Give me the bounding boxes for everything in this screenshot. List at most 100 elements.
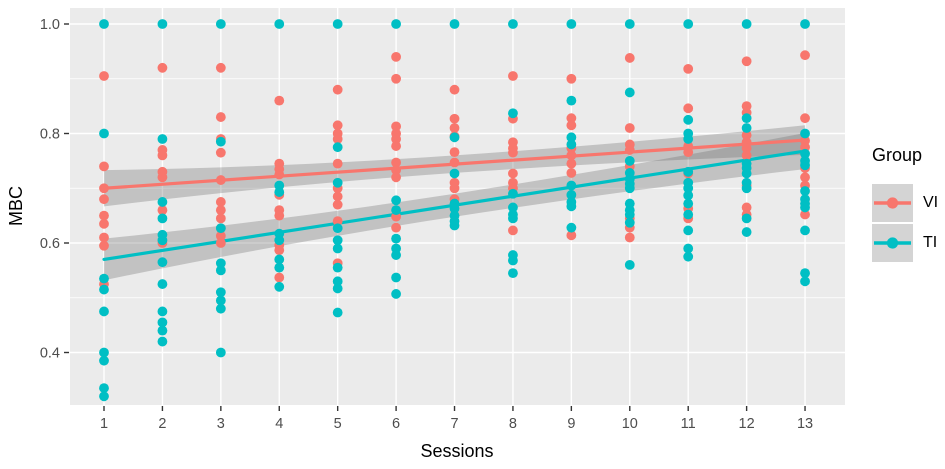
- data-point-ti: [391, 250, 401, 260]
- x-axis-title: Sessions: [420, 441, 493, 461]
- data-point-vi: [99, 232, 109, 243]
- y-tick-label: 0.8: [40, 127, 60, 143]
- data-point-vi: [508, 225, 518, 236]
- data-point-ti: [508, 108, 518, 119]
- data-point-ti: [624, 155, 635, 166]
- data-point-ti: [566, 139, 577, 150]
- data-point-vi: [800, 50, 810, 61]
- x-tick-label: 6: [392, 416, 400, 432]
- data-point-vi: [215, 238, 226, 248]
- data-point-ti: [741, 168, 752, 179]
- data-point-ti: [157, 197, 168, 207]
- data-point-vi: [157, 205, 168, 216]
- data-point-vi: [741, 56, 752, 67]
- data-point-ti: [391, 272, 401, 283]
- x-tick-label: 10: [622, 416, 638, 432]
- data-point-vi: [624, 232, 635, 243]
- x-tick-label: 11: [681, 416, 696, 432]
- data-point-ti: [683, 134, 694, 144]
- data-points: [99, 19, 810, 402]
- data-point-ti: [157, 213, 168, 224]
- legend-entry-ti: TI: [872, 224, 938, 262]
- x-tick-label: 5: [334, 416, 342, 432]
- data-point-ti: [274, 254, 285, 265]
- data-point-ti: [215, 295, 226, 306]
- data-point-vi: [391, 157, 401, 168]
- data-point-ti: [800, 148, 810, 159]
- data-point-vi: [449, 113, 460, 124]
- data-point-ti: [741, 227, 752, 237]
- data-point-vi: [215, 62, 226, 73]
- data-point-ti: [800, 225, 810, 236]
- data-point-ti: [391, 289, 401, 299]
- data-point-ti: [332, 307, 343, 318]
- data-point-vi: [274, 210, 285, 221]
- data-point-ti: [800, 276, 810, 287]
- legend: Group VI TI: [872, 145, 938, 264]
- data-point-ti: [391, 195, 401, 206]
- data-point-ti: [624, 19, 635, 29]
- data-point-ti: [215, 265, 226, 276]
- legend-entry-vi: VI: [872, 184, 938, 222]
- data-point-vi: [157, 150, 168, 161]
- data-point-vi: [683, 103, 694, 114]
- data-point-ti: [566, 222, 577, 233]
- data-point-vi: [741, 130, 752, 141]
- x-tick-label: 7: [450, 416, 458, 432]
- data-point-ti: [274, 281, 285, 292]
- data-point-vi: [391, 51, 401, 62]
- data-point-vi: [391, 73, 401, 84]
- x-tick-label: 1: [100, 416, 108, 432]
- data-point-ti: [449, 132, 460, 143]
- data-point-vi: [508, 71, 518, 81]
- data-point-vi: [99, 183, 109, 194]
- data-point-ti: [215, 258, 226, 269]
- data-point-ti: [800, 19, 810, 29]
- data-point-ti: [624, 209, 635, 220]
- data-point-ti: [332, 276, 343, 287]
- data-point-vi: [508, 147, 518, 158]
- x-tick-label: 12: [739, 416, 755, 432]
- x-tick-label: 3: [217, 416, 225, 432]
- data-point-ti: [215, 136, 226, 147]
- data-point-ti: [566, 189, 577, 200]
- data-point-ti: [99, 391, 109, 402]
- data-point-ti: [800, 268, 810, 279]
- data-point-vi: [566, 113, 577, 124]
- data-point-ti: [683, 114, 694, 125]
- vi-key-glyph-icon: [874, 197, 911, 209]
- data-point-ti: [99, 284, 109, 295]
- data-point-vi: [624, 123, 635, 133]
- data-point-vi: [800, 172, 810, 183]
- data-point-ti: [683, 183, 694, 194]
- data-point-vi: [332, 199, 343, 210]
- data-point-ti: [566, 95, 577, 106]
- data-point-ti: [99, 273, 109, 284]
- data-point-vi: [741, 202, 752, 213]
- data-point-ti: [391, 19, 401, 29]
- data-point-ti: [566, 19, 577, 29]
- data-point-vi: [683, 147, 694, 158]
- data-point-ti: [683, 225, 694, 236]
- data-point-vi: [391, 121, 401, 132]
- data-point-vi: [566, 73, 577, 84]
- data-point-ti: [157, 235, 168, 246]
- data-point-ti: [157, 306, 168, 317]
- data-point-ti: [566, 180, 577, 191]
- data-point-vi: [391, 172, 401, 183]
- data-point-vi: [332, 120, 343, 131]
- data-point-ti: [800, 160, 810, 171]
- data-point-vi: [215, 213, 226, 224]
- data-point-ti: [332, 177, 343, 188]
- data-point-ti: [332, 223, 343, 234]
- axis-ticks: [64, 23, 806, 411]
- data-point-vi: [391, 134, 401, 144]
- data-point-vi: [332, 134, 343, 144]
- data-point-ti: [800, 128, 810, 139]
- data-point-vi: [215, 197, 226, 207]
- data-point-ti: [741, 123, 752, 133]
- data-point-vi: [215, 230, 226, 241]
- data-point-ti: [274, 187, 285, 197]
- legend-key-ti: [872, 224, 913, 262]
